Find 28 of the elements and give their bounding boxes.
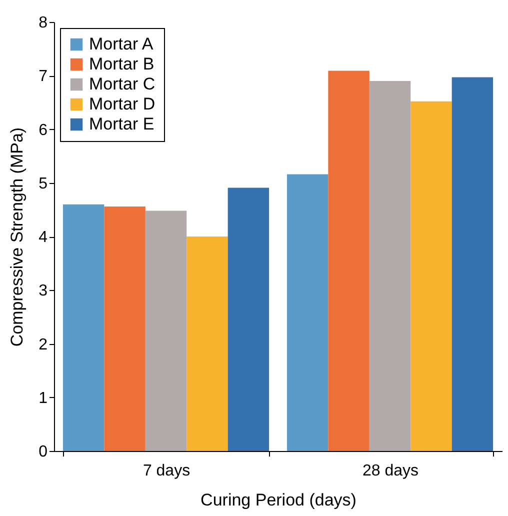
bar: [145, 210, 187, 451]
y-tick-label: 2: [38, 336, 48, 354]
bar: [369, 80, 411, 451]
y-tick-label: 0: [38, 444, 48, 460]
bar: [62, 204, 104, 451]
y-tick-label: 4: [38, 229, 48, 246]
y-tick-label: 6: [38, 122, 48, 139]
bar: [410, 101, 452, 451]
legend-label: Mortar B: [89, 54, 154, 74]
y-tick-label: 8: [38, 14, 48, 32]
bar: [186, 236, 228, 451]
legend-label: Mortar D: [89, 94, 156, 114]
x-tick-label: 7 days: [142, 462, 190, 480]
bar: [452, 77, 494, 451]
y-tick-label: 3: [38, 282, 48, 300]
y-tick-label: 5: [38, 175, 48, 192]
y-tick-label: 7: [38, 68, 48, 86]
y-tick-label: 1: [38, 390, 48, 407]
legend-label: Mortar A: [89, 34, 154, 54]
y-axis-title: Compressive Strength (MPa): [8, 127, 27, 347]
bar: [104, 206, 146, 451]
bar: [228, 188, 270, 451]
legend-label: Mortar E: [89, 114, 154, 134]
x-tick-label: 28 days: [362, 462, 419, 480]
legend-label: Mortar C: [89, 74, 156, 94]
bar: [328, 70, 370, 451]
bar: [286, 174, 328, 451]
x-axis-title: Curing Period (days): [200, 490, 356, 510]
